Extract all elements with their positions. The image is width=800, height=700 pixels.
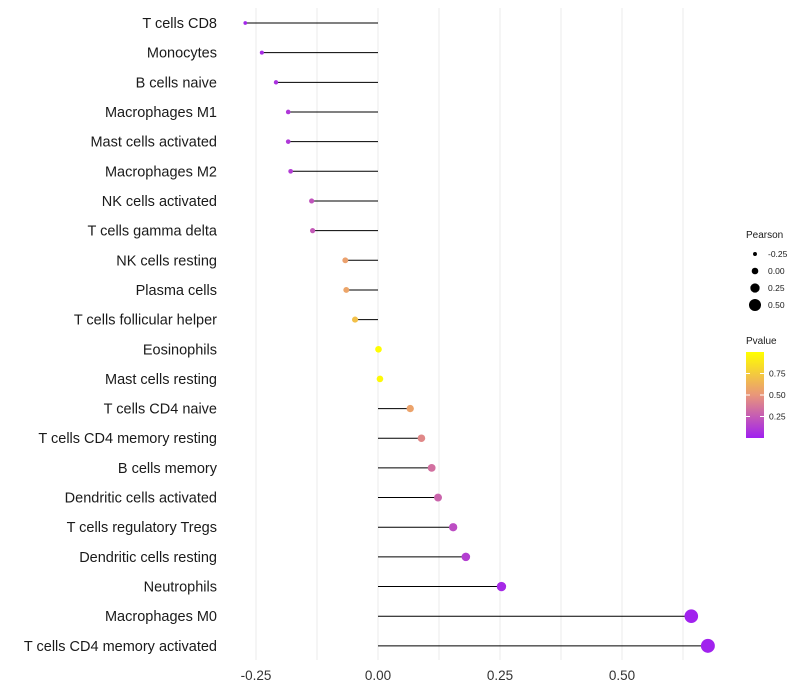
legend-pearson-title: Pearson <box>746 230 783 241</box>
category-label: Macrophages M1 <box>105 105 217 121</box>
category-label: Macrophages M0 <box>105 609 217 625</box>
lollipop-dot <box>273 80 279 85</box>
category-label: Monocytes <box>147 46 217 62</box>
lollipop-dot <box>285 109 291 115</box>
category-label: Dendritic cells resting <box>79 550 217 566</box>
lollipop-dot <box>461 552 471 562</box>
lollipop-dot <box>449 523 458 532</box>
lollipop-dot <box>309 198 315 204</box>
category-label: T cells CD4 memory resting <box>38 431 217 447</box>
category-label: B cells naive <box>136 75 217 91</box>
lollipop-dot <box>496 581 507 592</box>
lollipop-dot <box>375 345 382 353</box>
legend-pvalue-title: Pvalue <box>746 336 777 347</box>
legend-size-dot <box>753 252 757 256</box>
legend-colorbar-label: 0.50 <box>769 390 786 400</box>
category-label: T cells CD8 <box>142 16 217 32</box>
legend-pvalue-colorbar <box>746 352 764 438</box>
category-label: T cells CD4 memory activated <box>24 639 217 655</box>
lollipop-dot <box>285 139 291 144</box>
lollipop-dot <box>343 286 350 293</box>
legend-size-label: 0.25 <box>768 283 785 293</box>
x-tick-label: 0.25 <box>487 668 513 683</box>
legend-colorbar-label: 0.75 <box>769 369 786 379</box>
lollipop-dot <box>417 434 426 443</box>
x-tick-label: -0.25 <box>241 668 272 683</box>
lollipop-dot <box>376 375 384 383</box>
x-axis-ticks: -0.25 0.00 0.25 0.50 <box>241 668 636 683</box>
category-label: Mast cells resting <box>105 372 217 388</box>
lollipop-dot <box>342 257 349 264</box>
category-label: B cells memory <box>118 461 218 477</box>
grid-lines <box>255 8 684 660</box>
lollipop-dot <box>259 50 264 55</box>
lollipop-dot <box>288 168 293 174</box>
category-label: Mast cells activated <box>90 135 217 151</box>
category-label: NK cells activated <box>102 194 217 210</box>
legend-size-dot <box>750 283 760 293</box>
lollipop-dots <box>243 21 715 653</box>
legend-size-label: -0.25 <box>768 249 788 259</box>
lollipop-dot <box>684 609 699 623</box>
lollipop-dot <box>310 228 316 234</box>
lollipop-dot <box>434 493 443 502</box>
category-label: Neutrophils <box>144 580 217 596</box>
lollipop-dot <box>243 21 248 25</box>
lollipop-dot <box>427 463 436 472</box>
x-tick-label: 0.00 <box>365 668 391 683</box>
category-label: Macrophages M2 <box>105 164 217 180</box>
y-axis-labels: T cells CD8 Monocytes B cells naive Macroph… <box>24 16 218 655</box>
legend-colorbar-label: 0.25 <box>769 412 786 422</box>
lollipop-stems <box>245 22 708 647</box>
legend-pearson: Pearson -0.25 0.00 0.25 0.50 <box>746 230 788 312</box>
lollipop-dot <box>352 316 359 323</box>
category-label: T cells follicular helper <box>74 313 217 329</box>
legend-size-label: 0.50 <box>768 300 785 310</box>
category-label: Dendritic cells activated <box>65 491 217 507</box>
legend-size-label: 0.00 <box>768 266 785 276</box>
legend-pvalue: Pvalue 0.75 0.50 0.25 <box>746 336 786 438</box>
category-label: T cells gamma delta <box>88 224 218 240</box>
legend-size-dot <box>748 298 762 312</box>
x-tick-label: 0.50 <box>609 668 635 683</box>
legend-size-dot <box>751 267 759 275</box>
lollipop-dot <box>700 638 715 653</box>
category-label: T cells CD4 naive <box>104 402 217 418</box>
category-label: Eosinophils <box>143 342 217 358</box>
category-label: T cells regulatory Tregs <box>67 520 217 536</box>
category-label: NK cells resting <box>116 253 217 269</box>
lollipop-dot <box>406 404 414 413</box>
category-label: Plasma cells <box>136 283 217 299</box>
